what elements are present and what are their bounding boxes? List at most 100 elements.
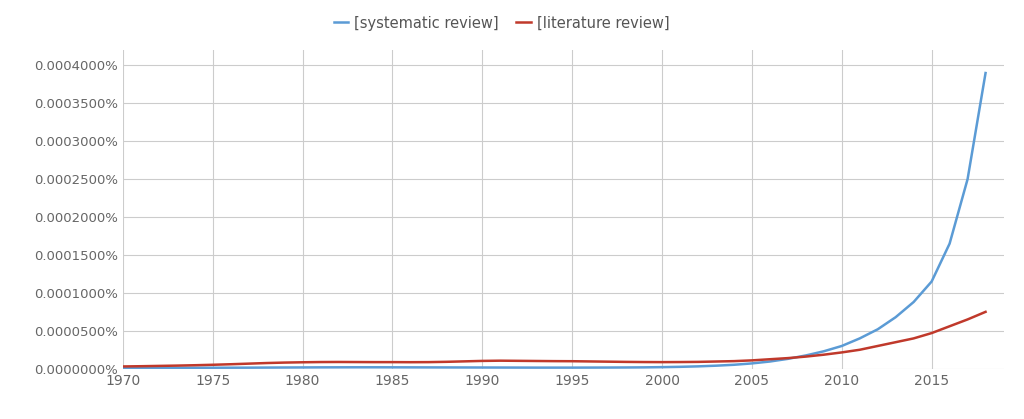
[systematic review]: [674, 364, 686, 369]
[literature review]: [871, 344, 884, 349]
[literature review]: [692, 360, 705, 365]
[literature review]: [243, 361, 255, 366]
[systematic review]: [871, 327, 884, 332]
[systematic review]: [728, 362, 740, 367]
[literature review]: [854, 347, 866, 352]
[systematic review]: [656, 365, 669, 370]
[systematic review]: [800, 353, 812, 358]
Line: [systematic review]: [systematic review]: [123, 73, 985, 368]
[systematic review]: [243, 365, 255, 370]
[literature review]: [314, 360, 327, 365]
[systematic review]: [926, 279, 938, 284]
[literature review]: [584, 359, 596, 364]
[literature review]: [728, 359, 740, 364]
[literature review]: [800, 354, 812, 359]
[systematic review]: [476, 365, 488, 370]
[systematic review]: [260, 365, 272, 370]
[systematic review]: [710, 363, 722, 368]
[literature review]: [602, 359, 614, 364]
[systematic review]: [854, 336, 866, 341]
[systematic review]: [512, 365, 524, 370]
[systematic review]: [764, 359, 776, 364]
[literature review]: [404, 360, 417, 365]
[literature review]: [836, 350, 848, 355]
[literature review]: [458, 359, 470, 364]
[systematic review]: [224, 365, 237, 370]
[systematic review]: [566, 365, 579, 370]
[systematic review]: [188, 365, 201, 370]
[systematic review]: [979, 70, 991, 75]
[systematic review]: [602, 365, 614, 370]
[literature review]: [530, 359, 543, 364]
[literature review]: [512, 358, 524, 363]
[systematic review]: [962, 177, 974, 182]
[literature review]: [638, 360, 650, 365]
[literature review]: [962, 317, 974, 322]
[literature review]: [117, 364, 129, 369]
[systematic review]: [135, 365, 147, 370]
[systematic review]: [386, 365, 398, 370]
[literature review]: [153, 363, 165, 368]
[literature review]: [369, 360, 381, 365]
[literature review]: [188, 363, 201, 368]
[literature review]: [476, 358, 488, 363]
[systematic review]: [369, 365, 381, 370]
[systematic review]: [548, 365, 560, 370]
[systematic review]: [333, 365, 345, 370]
[literature review]: [207, 362, 219, 367]
[systematic review]: [314, 365, 327, 370]
[systematic review]: [422, 365, 434, 370]
[literature review]: [548, 359, 560, 364]
[literature review]: [656, 360, 669, 365]
[literature review]: [907, 336, 920, 341]
[literature review]: [279, 360, 291, 365]
[literature review]: [224, 362, 237, 367]
[literature review]: [781, 356, 794, 361]
[systematic review]: [440, 365, 453, 370]
[systematic review]: [943, 241, 955, 246]
[systematic review]: [890, 315, 902, 320]
[systematic review]: [207, 365, 219, 370]
[systematic review]: [153, 365, 165, 370]
[systematic review]: [817, 349, 829, 354]
[literature review]: [260, 360, 272, 365]
[systematic review]: [836, 344, 848, 349]
[literature review]: [745, 358, 758, 363]
[systematic review]: [620, 365, 632, 370]
[literature review]: [943, 324, 955, 329]
Legend: [systematic review], [literature review]: [systematic review], [literature review]: [328, 10, 675, 36]
[literature review]: [764, 357, 776, 362]
[systematic review]: [350, 365, 362, 370]
Line: [literature review]: [literature review]: [123, 312, 985, 367]
[systematic review]: [907, 300, 920, 305]
[systematic review]: [530, 365, 543, 370]
[literature review]: [926, 331, 938, 336]
[systematic review]: [458, 365, 470, 370]
[systematic review]: [297, 365, 309, 370]
[systematic review]: [117, 365, 129, 370]
[systematic review]: [404, 365, 417, 370]
[systematic review]: [279, 365, 291, 370]
[literature review]: [297, 360, 309, 365]
[literature review]: [817, 352, 829, 357]
[literature review]: [495, 358, 507, 363]
[literature review]: [566, 359, 579, 364]
[literature review]: [135, 364, 147, 369]
[systematic review]: [781, 356, 794, 361]
[literature review]: [386, 360, 398, 365]
[systematic review]: [638, 365, 650, 370]
[literature review]: [171, 363, 183, 368]
[literature review]: [440, 360, 453, 365]
[systematic review]: [495, 365, 507, 370]
[literature review]: [422, 360, 434, 365]
[literature review]: [710, 359, 722, 364]
[literature review]: [979, 309, 991, 314]
[systematic review]: [745, 361, 758, 366]
[systematic review]: [584, 365, 596, 370]
[literature review]: [890, 340, 902, 345]
[systematic review]: [692, 364, 705, 369]
[literature review]: [350, 360, 362, 365]
[literature review]: [620, 360, 632, 365]
[systematic review]: [171, 365, 183, 370]
[literature review]: [674, 360, 686, 365]
